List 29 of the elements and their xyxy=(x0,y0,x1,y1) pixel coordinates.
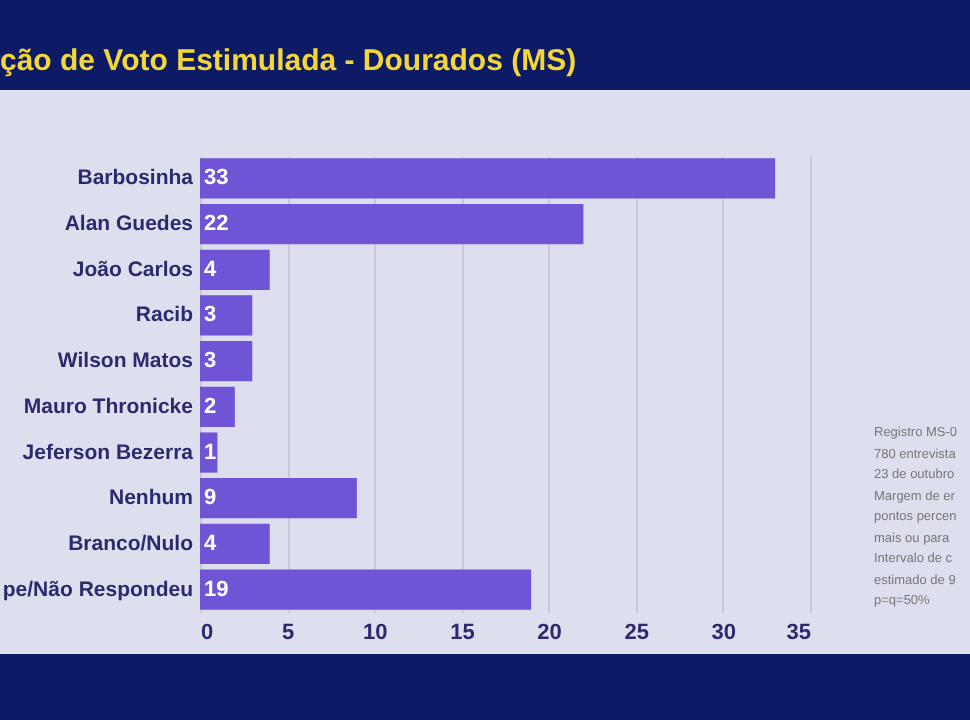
data-label: 4 xyxy=(204,257,218,282)
data-label: 3 xyxy=(204,349,217,374)
y-tick-label: Jeferson Bezerra xyxy=(22,440,194,465)
x-tick-label: 5 xyxy=(282,621,295,645)
y-tick-label: Wilson Matos xyxy=(57,349,194,374)
chart-title: ção de Voto Estimulada - Dourados (MS) xyxy=(0,44,577,78)
data-label: 9 xyxy=(204,486,217,511)
data-label: 33 xyxy=(204,166,229,191)
y-tick-label: Barbosinha xyxy=(77,166,194,191)
x-tick-label: 20 xyxy=(537,621,562,645)
x-tick-label: 10 xyxy=(363,621,388,645)
y-tick-label: Branco/Nulo xyxy=(68,531,193,556)
y-tick-label: Alan Guedes xyxy=(64,212,194,237)
data-label: 4 xyxy=(204,531,218,556)
y-tick-label: Mauro Thronicke xyxy=(23,394,194,419)
y-tick-label: Nenhum xyxy=(109,486,193,511)
data-label: 2 xyxy=(204,394,217,419)
data-label: 1 xyxy=(204,440,217,465)
data-label: 3 xyxy=(204,303,217,328)
y-tick-label: Racib xyxy=(135,303,193,328)
data-label: 22 xyxy=(204,212,229,237)
x-tick-label: 25 xyxy=(624,621,649,645)
x-tick-label: 35 xyxy=(786,621,811,645)
x-tick-label: 0 xyxy=(201,621,214,645)
y-tick-label: João Carlos xyxy=(72,257,194,282)
x-tick-label: 15 xyxy=(450,621,475,645)
x-tick-label: 30 xyxy=(711,621,737,645)
y-tick-label: pe/Não Respondeu xyxy=(2,577,193,602)
data-label: 19 xyxy=(204,577,229,602)
